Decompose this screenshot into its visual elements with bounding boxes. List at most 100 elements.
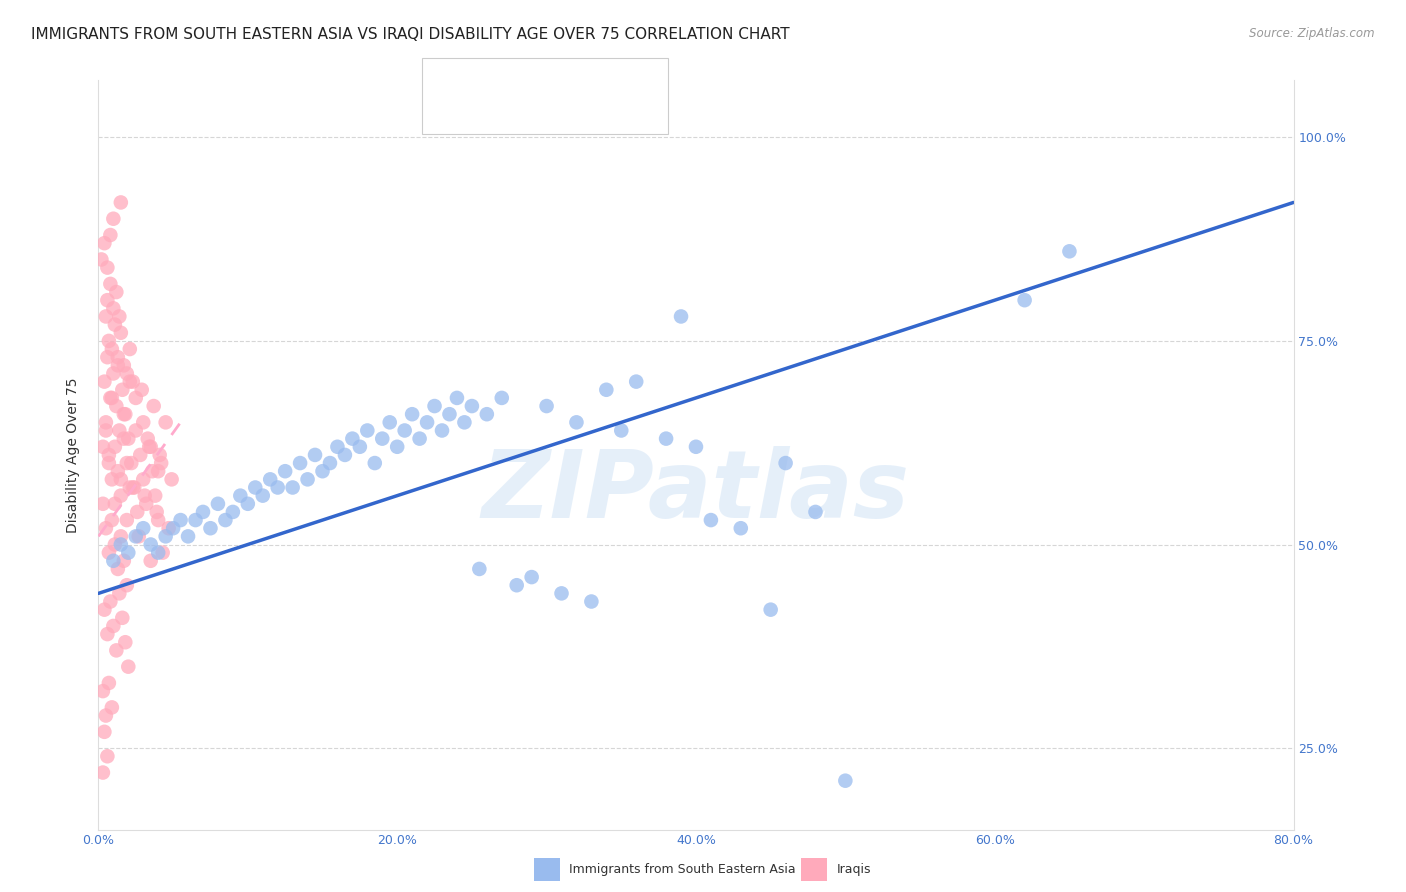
Point [229, 489, 252, 503]
Point [97, 676, 120, 690]
Point [536, 399, 558, 413]
Point [117, 432, 139, 446]
Point [162, 521, 184, 535]
Point [191, 505, 214, 519]
Point [145, 505, 167, 519]
Point [475, 407, 498, 421]
Point [105, 643, 128, 657]
Point [1059, 244, 1081, 259]
Point [288, 456, 311, 470]
Point [274, 464, 297, 478]
Point [139, 440, 162, 454]
Point [103, 301, 125, 316]
Point [430, 424, 453, 438]
Point [110, 529, 132, 543]
Point [236, 497, 259, 511]
Point [143, 489, 166, 503]
Point [121, 481, 143, 495]
Point [108, 424, 131, 438]
Point [107, 359, 129, 373]
Point [101, 342, 124, 356]
Point [139, 554, 162, 568]
Point [98, 594, 122, 608]
Text: N =  71: N = 71 [567, 76, 624, 90]
Point [125, 529, 148, 543]
Point [297, 472, 319, 486]
Point [111, 383, 134, 397]
Point [96, 749, 118, 764]
Text: Iraqis: Iraqis [837, 863, 872, 876]
Point [114, 407, 136, 421]
Point [105, 399, 128, 413]
Point [115, 578, 138, 592]
Point [177, 529, 200, 543]
Point [333, 448, 356, 462]
Point [408, 432, 430, 446]
Point [138, 440, 160, 454]
Point [157, 521, 180, 535]
Point [342, 432, 364, 446]
Point [214, 513, 236, 527]
Point [94, 708, 117, 723]
Point [94, 424, 117, 438]
Point [468, 562, 491, 576]
Point [152, 546, 174, 560]
Point [446, 391, 468, 405]
Point [118, 342, 141, 356]
Text: R = 0.542: R = 0.542 [475, 76, 544, 90]
Point [107, 350, 129, 364]
Point [142, 399, 165, 413]
Point [139, 537, 162, 551]
Point [93, 375, 115, 389]
Point [98, 391, 122, 405]
Point [94, 310, 117, 324]
Point [132, 415, 155, 429]
Point [804, 505, 827, 519]
Point [200, 521, 222, 535]
Point [759, 602, 782, 616]
Point [110, 326, 132, 340]
Point [91, 765, 114, 780]
Point [97, 456, 120, 470]
Point [94, 415, 117, 429]
Point [110, 537, 132, 551]
Point [439, 407, 461, 421]
Point [96, 627, 118, 641]
Point [626, 375, 648, 389]
Point [103, 211, 125, 226]
Point [111, 611, 134, 625]
Point [506, 578, 529, 592]
Point [252, 489, 274, 503]
Point [124, 481, 146, 495]
Point [120, 456, 142, 470]
Point [141, 464, 163, 478]
Point [96, 293, 118, 308]
Point [610, 424, 633, 438]
Point [595, 383, 617, 397]
Point [117, 546, 139, 560]
Point [155, 415, 177, 429]
Text: ZIPatlas: ZIPatlas [482, 446, 910, 539]
Point [101, 391, 124, 405]
Point [834, 773, 856, 788]
Text: R = 0.293: R = 0.293 [475, 104, 544, 119]
Point [1014, 293, 1036, 308]
Point [128, 529, 150, 543]
Point [103, 619, 125, 633]
Point [364, 456, 387, 470]
Point [93, 724, 115, 739]
Point [112, 554, 135, 568]
Point [96, 350, 118, 364]
Point [112, 359, 135, 373]
Point [136, 432, 159, 446]
Point [385, 440, 409, 454]
Point [132, 472, 155, 486]
Point [117, 659, 139, 673]
Point [125, 424, 148, 438]
Point [98, 277, 122, 291]
Point [96, 260, 118, 275]
Point [127, 505, 149, 519]
Point [105, 285, 128, 299]
Point [685, 440, 707, 454]
Point [107, 562, 129, 576]
